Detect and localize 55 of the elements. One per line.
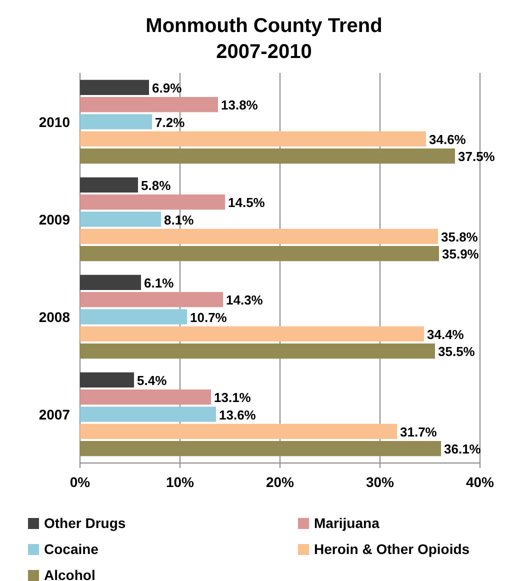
y-tick-label: 2007 xyxy=(38,406,70,422)
data-label: 34.6% xyxy=(429,132,466,147)
bar xyxy=(80,406,216,422)
bar xyxy=(80,148,455,164)
legend-label: Marijuana xyxy=(314,515,380,531)
bar xyxy=(80,80,149,96)
x-tick-label: 30% xyxy=(366,474,395,490)
bar xyxy=(80,274,141,290)
bar xyxy=(80,97,218,112)
data-label: 35.8% xyxy=(441,229,478,244)
data-label: 13.8% xyxy=(221,98,258,113)
x-tick-label: 20% xyxy=(266,474,295,490)
bar xyxy=(80,372,134,388)
data-label: 6.1% xyxy=(144,275,174,290)
data-label: 36.1% xyxy=(444,442,482,457)
chart-title: Monmouth County Trend 2007-2010 xyxy=(146,15,382,63)
data-label: 13.1% xyxy=(214,390,252,406)
bar xyxy=(80,194,225,210)
data-label: 14.5% xyxy=(228,195,266,210)
data-label: 8.1% xyxy=(164,212,194,228)
legend-label: Alcohol xyxy=(44,567,96,581)
bar xyxy=(80,424,397,439)
data-label: 5.4% xyxy=(137,372,168,388)
bar xyxy=(80,246,439,262)
bar xyxy=(80,309,187,324)
bar xyxy=(80,390,211,405)
y-tick-label: 2010 xyxy=(38,114,70,130)
bar xyxy=(80,131,426,146)
data-label: 14.3% xyxy=(226,292,264,308)
x-tick-label: 40% xyxy=(466,474,495,490)
bar xyxy=(80,326,424,342)
y-tick-label: 2008 xyxy=(38,308,70,325)
legend-label: Cocaine xyxy=(44,541,99,557)
bar xyxy=(80,114,152,130)
data-label: 10.7% xyxy=(190,310,228,325)
bar xyxy=(80,177,138,193)
data-label: 34.4% xyxy=(427,326,464,342)
bar xyxy=(80,440,441,456)
data-label: 31.7% xyxy=(400,424,438,440)
data-label: 35.5% xyxy=(438,344,476,360)
x-tick-label: 0% xyxy=(70,474,91,490)
bar xyxy=(80,343,435,359)
bar xyxy=(80,212,161,227)
data-label: 5.8% xyxy=(141,178,172,193)
y-tick-label: 2009 xyxy=(38,211,70,228)
data-label: 35.9% xyxy=(442,246,480,262)
data-label: 6.9% xyxy=(152,80,182,96)
bar xyxy=(80,292,223,308)
data-label: 37.5% xyxy=(458,149,496,164)
data-label: 13.6% xyxy=(219,407,256,422)
bar xyxy=(80,228,438,244)
data-label: 7.2% xyxy=(155,114,186,130)
x-tick-label: 10% xyxy=(166,474,195,490)
legend-label: Other Drugs xyxy=(44,515,126,531)
legend-label: Heroin & Other Opioids xyxy=(314,541,470,557)
